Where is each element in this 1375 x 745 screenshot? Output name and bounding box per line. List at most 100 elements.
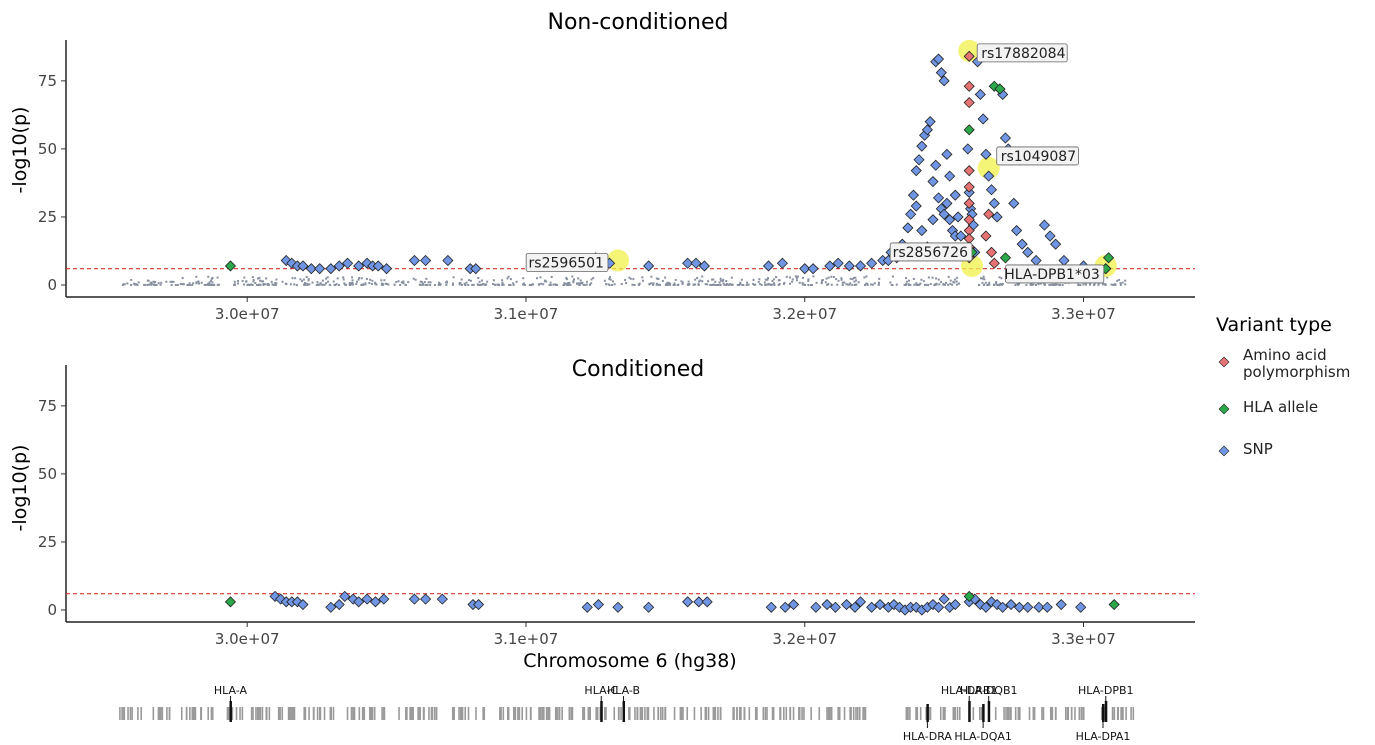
noise-point bbox=[1016, 282, 1019, 285]
gene-bar bbox=[928, 707, 930, 720]
gene-bar bbox=[287, 707, 290, 720]
noise-point bbox=[701, 275, 704, 278]
noise-point bbox=[571, 275, 574, 278]
noise-point bbox=[501, 279, 504, 282]
gene-bar bbox=[1070, 707, 1073, 720]
gene-bar bbox=[451, 707, 454, 720]
noise-point bbox=[509, 283, 512, 286]
gene-bar bbox=[561, 707, 563, 720]
noise-point bbox=[216, 276, 219, 279]
noise-point bbox=[588, 283, 591, 286]
data-point bbox=[910, 165, 922, 177]
noise-point bbox=[208, 283, 211, 286]
noise-point bbox=[686, 283, 689, 286]
noise-point bbox=[540, 282, 543, 285]
noise-point bbox=[1017, 283, 1020, 286]
gene-bar bbox=[712, 707, 715, 720]
noise-point bbox=[370, 282, 373, 285]
gene-bar bbox=[158, 707, 161, 720]
data-point bbox=[1016, 238, 1028, 250]
noise-point bbox=[766, 278, 769, 281]
noise-point bbox=[169, 280, 172, 283]
noise-point bbox=[842, 281, 845, 284]
data-point bbox=[378, 593, 390, 605]
noise-point bbox=[666, 283, 669, 286]
noise-point bbox=[669, 282, 672, 285]
gene-label: HLA-C bbox=[584, 684, 618, 697]
noise-point bbox=[384, 282, 387, 285]
gene-bar bbox=[210, 707, 213, 720]
noise-point bbox=[237, 282, 240, 285]
noise-point bbox=[1118, 278, 1121, 281]
noise-point bbox=[419, 280, 422, 283]
gene-bar bbox=[185, 707, 188, 720]
noise-point bbox=[722, 282, 725, 285]
noise-point bbox=[827, 276, 830, 279]
gene-bar bbox=[657, 707, 659, 720]
gene-bar bbox=[596, 707, 599, 720]
x-tick-label: 3.2e+07 bbox=[772, 305, 837, 323]
data-point bbox=[983, 170, 995, 182]
noise-point bbox=[680, 280, 683, 283]
noise-point bbox=[949, 279, 952, 282]
noise-point bbox=[294, 277, 297, 280]
gene-bar bbox=[1051, 707, 1054, 720]
noise-point bbox=[592, 277, 595, 280]
noise-point bbox=[210, 277, 213, 280]
noise-point bbox=[841, 281, 844, 284]
noise-point bbox=[603, 279, 606, 282]
gene-bar bbox=[541, 707, 543, 720]
data-point bbox=[963, 590, 975, 602]
gene-bar bbox=[568, 707, 571, 720]
noise-point bbox=[791, 280, 794, 283]
hla-gene-marker bbox=[987, 701, 991, 722]
noise-point bbox=[492, 279, 495, 282]
noise-point bbox=[895, 283, 898, 286]
gene-bar bbox=[705, 707, 708, 720]
data-point bbox=[701, 596, 713, 608]
noise-point bbox=[336, 277, 339, 280]
noise-point bbox=[252, 280, 255, 283]
noise-point bbox=[807, 278, 810, 281]
gene-bar bbox=[398, 707, 400, 720]
gene-bar bbox=[717, 707, 719, 720]
noise-point bbox=[480, 283, 483, 286]
gene-bar bbox=[605, 707, 607, 720]
gene-bar bbox=[1055, 707, 1057, 720]
noise-point bbox=[144, 283, 147, 286]
noise-point bbox=[988, 281, 991, 284]
gene-bar bbox=[255, 707, 257, 720]
noise-point bbox=[772, 278, 775, 281]
gene-bar bbox=[958, 707, 961, 720]
noise-point bbox=[463, 282, 466, 285]
data-point bbox=[999, 132, 1012, 144]
gene-bar bbox=[121, 707, 124, 720]
noise-point bbox=[849, 282, 852, 285]
x-tick-label: 3.3e+07 bbox=[1051, 630, 1116, 648]
noise-point bbox=[523, 283, 526, 286]
noise-point bbox=[704, 283, 707, 286]
noise-point bbox=[820, 279, 823, 282]
noise-point bbox=[1050, 283, 1053, 286]
noise-point bbox=[775, 276, 778, 279]
legend-title: Variant type bbox=[1216, 314, 1332, 336]
noise-point bbox=[480, 279, 483, 282]
gene-bar bbox=[119, 707, 121, 720]
gene-bar bbox=[1120, 707, 1122, 720]
noise-point bbox=[319, 282, 322, 285]
noise-point bbox=[758, 278, 761, 281]
noise-point bbox=[143, 283, 146, 286]
noise-point bbox=[355, 280, 358, 283]
noise-point bbox=[568, 281, 571, 284]
gene-bar bbox=[571, 707, 574, 720]
gene-bar bbox=[467, 707, 470, 720]
gene-bar bbox=[351, 707, 353, 720]
data-point bbox=[297, 260, 309, 272]
noise-point bbox=[650, 282, 653, 285]
data-point bbox=[693, 596, 705, 608]
data-point bbox=[341, 257, 354, 269]
noise-point bbox=[656, 282, 659, 285]
noise-point bbox=[323, 283, 326, 286]
data-point bbox=[776, 257, 788, 269]
